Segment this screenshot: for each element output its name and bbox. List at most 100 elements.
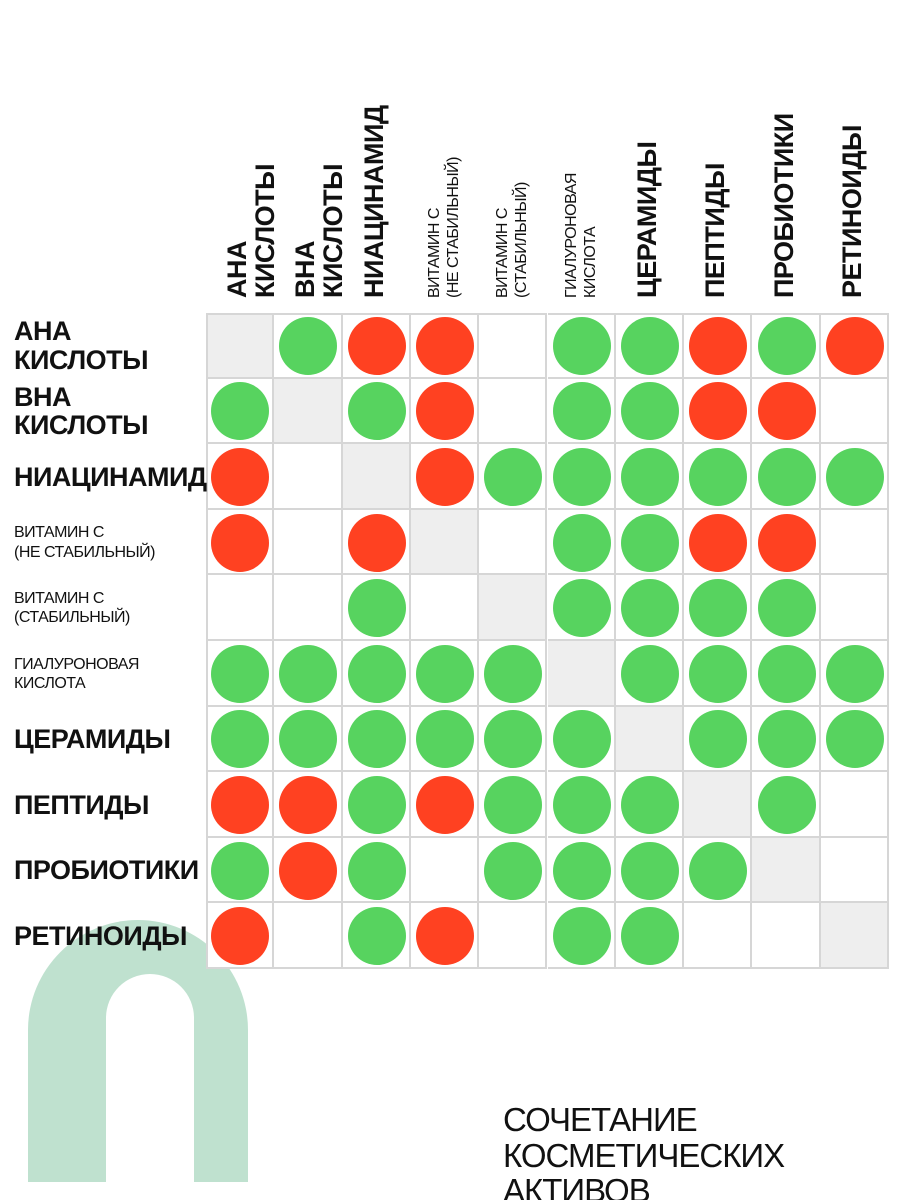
compatible-dot: [347, 644, 406, 703]
diagonal-cell: [547, 641, 616, 707]
matrix-cell: [410, 837, 480, 904]
compatible-dot: [211, 710, 270, 769]
matrix-cell: [274, 444, 343, 510]
compatible-dot: [689, 710, 748, 769]
matrix-cell: [820, 509, 889, 576]
compatible-dot: [620, 644, 679, 703]
diagonal-cell: [274, 378, 343, 445]
compatible-dot: [279, 316, 338, 375]
column-label: ВНА КИСЛОТЫ: [290, 163, 349, 298]
incompatible-dot: [689, 382, 748, 441]
compatible-dot: [484, 644, 543, 703]
compatible-dot: [416, 644, 475, 703]
incompatible-dot: [279, 776, 338, 834]
compatible-dot: [620, 776, 679, 834]
diagonal-cell: [342, 444, 411, 510]
matrix-cell: [479, 903, 548, 969]
incompatible-dot: [416, 776, 475, 834]
column-label: ГИАЛУРОНОВАЯ КИСЛОТА: [562, 173, 599, 298]
incompatible-dot: [211, 448, 270, 506]
compatible-dot: [552, 841, 611, 900]
compatible-dot: [689, 448, 748, 506]
incompatible-dot: [416, 907, 475, 966]
incompatible-dot: [689, 316, 748, 375]
compatible-dot: [757, 579, 816, 638]
column-label: ВИТАМИН С (СТАБИЛЬНЫЙ): [494, 182, 531, 298]
compatible-dot: [552, 382, 611, 441]
matrix-cell: [410, 575, 480, 641]
compatible-dot: [484, 710, 543, 769]
diagonal-cell: [410, 509, 480, 576]
row-label: РЕТИНОИДЫ: [14, 921, 188, 952]
compatible-dot: [620, 579, 679, 638]
compatible-dot: [211, 382, 270, 441]
chart-title: СОЧЕТАНИЕ КОСМЕТИЧЕСКИХ АКТИВОВ: [503, 1101, 785, 1200]
compatible-dot: [484, 776, 543, 834]
compatible-dot: [416, 710, 475, 769]
row-label: ВНА КИСЛОТЫ: [14, 382, 149, 441]
compatible-dot: [211, 644, 270, 703]
column-label: ЦЕРАМИДЫ: [631, 141, 662, 298]
diagonal-cell: [206, 313, 275, 379]
compatible-dot: [552, 513, 611, 572]
matrix-cell: [684, 903, 753, 969]
matrix-cell: [479, 509, 548, 576]
incompatible-dot: [347, 316, 406, 375]
compatible-dot: [620, 841, 679, 900]
row-label: ПРОБИОТИКИ: [14, 855, 199, 886]
compatible-dot: [552, 710, 611, 769]
diagonal-cell: [615, 706, 685, 773]
incompatible-dot: [825, 316, 884, 375]
incompatible-dot: [211, 513, 270, 572]
row-label: НИАЦИНАМИД: [14, 461, 207, 492]
compatible-dot: [689, 841, 748, 900]
row-label: ВИТАМИН С (СТАБИЛЬНЫЙ): [14, 590, 130, 627]
compatible-dot: [757, 776, 816, 834]
diagonal-cell: [820, 903, 889, 969]
compatible-dot: [552, 448, 611, 506]
compatibility-matrix: АНА КИСЛОТЫ ВНА КИСЛОТЫ НИАЦИНАМИД ВИТАМИН …: [14, 105, 889, 969]
compatible-dot: [620, 382, 679, 441]
matrix-cell: [820, 378, 889, 445]
column-label: НИАЦИНАМИД: [358, 105, 389, 298]
column-label: РЕТИНОИДЫ: [836, 125, 867, 298]
incompatible-dot: [757, 382, 816, 441]
incompatible-dot: [757, 513, 816, 572]
compatible-dot: [825, 644, 884, 703]
matrix-cell: [820, 575, 889, 641]
matrix-cell: [820, 837, 889, 904]
compatible-dot: [620, 907, 679, 966]
column-label: ПЕПТИДЫ: [700, 163, 731, 298]
diagonal-cell: [684, 772, 753, 838]
row-label: ВИТАМИН С (НЕ СТАБИЛЬНЫЙ): [14, 524, 155, 561]
compatible-dot: [757, 316, 816, 375]
column-label: АНА КИСЛОТЫ: [222, 163, 281, 298]
incompatible-dot: [689, 513, 748, 572]
compatible-dot: [347, 841, 406, 900]
compatible-dot: [620, 448, 679, 506]
incompatible-dot: [416, 382, 475, 441]
compatible-dot: [211, 841, 270, 900]
compatible-dot: [347, 579, 406, 638]
compatible-dot: [279, 644, 338, 703]
column-label: ПРОБИОТИКИ: [768, 113, 799, 298]
diagonal-cell: [479, 575, 548, 641]
row-label: ЦЕРАМИДЫ: [14, 724, 171, 755]
compatible-dot: [757, 448, 816, 506]
matrix-cell: [274, 903, 343, 969]
compatible-dot: [484, 841, 543, 900]
incompatible-dot: [347, 513, 406, 572]
compatible-dot: [757, 710, 816, 769]
incompatible-dot: [416, 316, 475, 375]
row-label: АНА КИСЛОТЫ: [14, 316, 149, 375]
compatible-dot: [552, 316, 611, 375]
compatible-dot: [552, 579, 611, 638]
compatible-dot: [620, 513, 679, 572]
matrix-cell: [274, 509, 343, 576]
compatible-dot: [347, 710, 406, 769]
compatible-dot: [347, 776, 406, 834]
matrix-cell: [479, 378, 548, 445]
column-label: ВИТАМИН С (НЕ СТАБИЛЬНЫЙ): [426, 157, 463, 298]
compatible-dot: [825, 710, 884, 769]
incompatible-dot: [211, 776, 270, 834]
